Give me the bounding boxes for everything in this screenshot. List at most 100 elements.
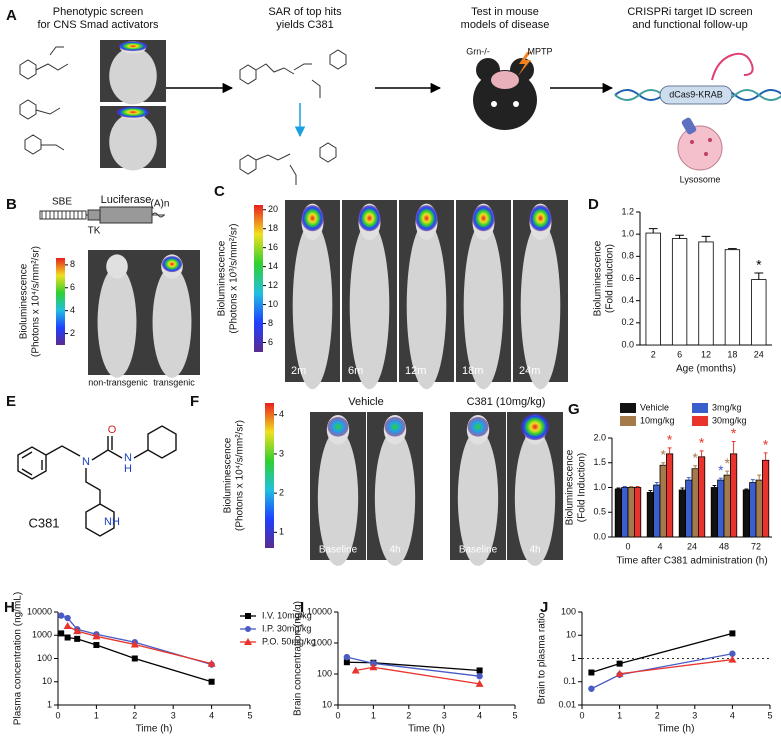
signal [529,205,552,232]
bar [723,474,731,538]
y-tick-label: 10 [42,676,52,686]
y-tick-label: 0.0 [621,339,634,349]
structure-c381 [17,425,177,537]
x-axis-label: Time (h) [408,724,445,735]
colorbar-tick-label: 12 [268,280,278,290]
significance-star: * [692,449,698,465]
bar [749,482,757,538]
y-tick-label: 10000 [27,606,52,616]
significance-star: * [667,432,673,448]
y-tick-label: 0.1 [563,676,576,686]
signal [384,417,406,437]
marker [343,659,350,666]
bar [614,488,623,538]
marker [615,669,624,677]
y-axis-label: Plasma concentration (ng/mL) [13,592,24,725]
colorbar [265,403,274,548]
marker [131,655,138,662]
y-tick-label: 10 [322,699,332,709]
marker [93,642,100,649]
mouse-body [349,221,390,390]
error-bar [616,487,621,489]
error-bar [754,272,764,280]
marker [57,612,65,619]
y-tick-label: 0.8 [621,251,634,261]
x-tick-label: 1 [371,710,376,720]
construct-label: (A)n [151,199,170,210]
marker [729,630,736,637]
colorbar [56,258,65,345]
bar [646,492,655,538]
x-tick-label: 2 [655,710,660,720]
legend-label: Vehicle [640,402,669,412]
colorbar-tick-label: 4 [70,305,75,315]
legend-marker [245,626,251,632]
mouse-body [317,429,359,566]
significance-star: * [756,257,762,273]
mouse-body [97,266,137,378]
bar [724,249,741,346]
group-label: C381 (10mg/kg) [467,396,546,408]
y-axis-label: Brain to plasma ratio [537,612,548,704]
y-tick-label: 100 [561,606,576,616]
x-tick-label: 48 [719,541,729,551]
signal [415,205,438,232]
model-label: MPTP [527,46,552,56]
error-bar [763,452,768,461]
signal [472,205,495,232]
marker [63,621,72,629]
colorbar-tick-label: 6 [268,337,273,347]
error-bar [667,447,672,454]
x-tick-label: 5 [247,710,252,720]
error-bar [701,235,711,242]
marker [64,614,71,622]
x-tick-label: 4 [730,710,735,720]
marker [207,659,216,667]
step-caption: yields C381 [276,19,333,31]
bar [671,238,688,346]
error-bar [693,465,698,469]
significance-star: * [718,462,724,478]
panel-letter: E [6,393,16,410]
colorbar-tick-label: 16 [268,242,278,252]
colorbar-tick-label: 2 [70,328,75,338]
step-caption: models of disease [461,19,550,31]
legend-swatch [692,403,708,413]
marker [130,640,139,648]
legend-label: I.P. 30mg/kg [262,623,311,633]
series-line [346,661,480,672]
colorbar-tick-label: 6 [70,282,75,292]
error-bar [680,487,685,490]
panel-a-crispr [614,52,781,171]
error-bar [661,462,666,466]
construct-diagram [39,206,165,224]
legend-label: I.V. 10mg/kg [262,610,312,620]
colorbar-label: (Photons x 10⁴/s/mm²/sr) [235,420,246,531]
panel-a-mouse-head [473,52,537,130]
colorbar-label: (Photons x 10³/s/mm²/sr) [229,223,240,333]
legend-marker [244,638,252,645]
bar [698,241,714,346]
y-tick-label: 1.5 [593,457,606,467]
legend-label: 30mg/kg [712,415,747,425]
x-tick-label: 72 [751,541,761,551]
colorbar-tick-label: 2 [279,488,284,498]
colorbar-tick-label: 14 [268,261,278,271]
error-bar [675,234,684,239]
atom-label: N [82,456,90,468]
colorbar-tick-label: 8 [70,259,75,269]
significance-star: * [699,435,705,451]
error-bar [654,482,659,486]
y-tick-label: 1 [571,653,576,663]
step-caption: CRISPRi target ID screen [627,6,752,18]
panel-letter: B [6,196,17,213]
bar [751,279,767,346]
error-bar [718,477,723,481]
colorbar-tick-label: 10 [268,299,278,309]
marker [73,627,82,635]
error-bar [622,486,627,488]
marker [476,672,483,680]
bar [634,487,642,538]
mouse-label: non-transgenic [88,377,148,387]
